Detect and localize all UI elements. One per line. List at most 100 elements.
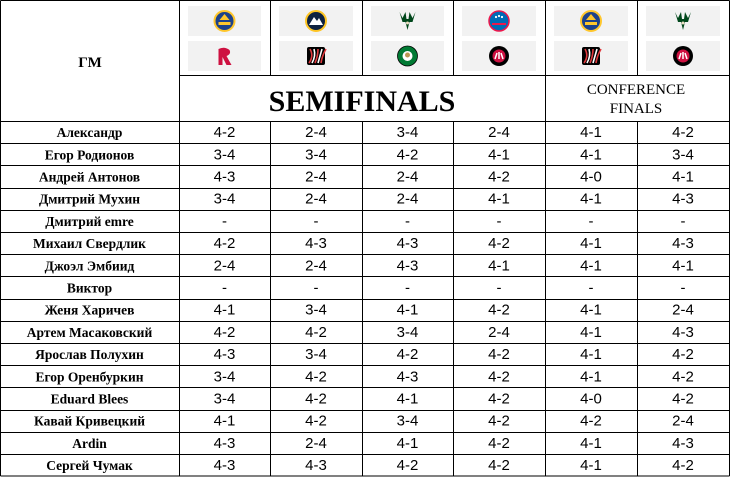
series-pick: 4-2 [305,413,327,430]
series-pick: 4-2 [305,324,327,341]
series-pick: 4-1 [580,457,602,474]
series-pick: 3-4 [305,346,327,363]
gm-name: Ярослав Полухин [35,347,144,362]
series-pick: 4-1 [580,435,602,452]
series-pick: - [497,213,502,230]
gm-name: Eduard Blees [51,392,129,407]
series-pick: - [589,213,594,230]
series-pick: 4-3 [672,324,694,341]
series-pick: - [222,213,227,230]
series-pick: 4-2 [488,413,510,430]
gm-name: Михаил Свердлик [33,236,146,251]
series-pick: 4-1 [580,235,602,252]
table-row: Женя Харичев 4-1 3-4 4-1 4-2 4-1 2-4 [45,302,694,319]
matchup-top-team-icon [488,10,510,32]
series-pick: 2-4 [397,169,419,186]
series-pick: 4-0 [580,169,602,186]
series-pick: 4-3 [397,368,419,385]
gm-column-header: ГМ [78,55,102,71]
matchup-logos [188,6,720,71]
series-pick: 4-2 [488,457,510,474]
series-pick: 3-4 [305,146,327,163]
gm-name: Кавай Кривецкий [34,414,145,429]
table-row: Андрей Антонов 4-3 2-4 2-4 4-2 4-0 4-1 [39,169,694,186]
series-pick: 4-2 [488,346,510,363]
series-pick: 4-2 [305,368,327,385]
gm-name: Артем Масаковский [27,325,153,340]
conference-finals-header-line2: FINALS [610,101,663,117]
gm-name: Ardin [72,436,107,451]
series-pick: - [222,280,227,297]
series-pick: 3-4 [305,302,327,319]
series-pick: 4-2 [397,346,419,363]
series-pick: 4-2 [488,169,510,186]
series-pick: 4-1 [488,257,510,274]
series-pick: 2-4 [488,124,510,141]
series-pick: 4-3 [305,235,327,252]
series-pick: 4-1 [488,191,510,208]
series-pick: 4-2 [214,324,236,341]
series-pick: 4-1 [214,413,236,430]
series-pick: 4-1 [397,435,419,452]
series-pick: 4-3 [672,191,694,208]
series-pick: 2-4 [305,124,327,141]
series-pick: 4-1 [580,346,602,363]
matchup-top-team-icon [305,10,327,32]
series-pick: 4-2 [397,457,419,474]
series-pick: 2-4 [488,324,510,341]
matchup-bottom-team-icon [582,47,602,65]
series-pick: 4-2 [305,391,327,408]
series-pick: 4-2 [488,368,510,385]
series-pick: 4-3 [305,457,327,474]
series-pick: 4-1 [580,257,602,274]
series-pick: 3-4 [214,391,236,408]
table-body: Александр 4-2 2-4 3-4 2-4 4-1 4-2 Егор Родионов… [27,124,694,474]
series-pick: 4-1 [397,391,419,408]
series-pick: 3-4 [672,146,694,163]
series-pick: 2-4 [672,413,694,430]
table-row: Джоэл Эмбиид 2-4 2-4 4-3 4-1 4-1 4-1 [45,257,694,274]
gm-name: Джоэл Эмбиид [45,258,135,273]
series-pick: 4-2 [214,235,236,252]
table-row: Артем Масаковский 4-2 4-2 3-4 2-4 4-1 4-3 [27,324,694,341]
series-pick: 4-3 [672,235,694,252]
series-pick: 4-1 [580,368,602,385]
table-row: Ярослав Полухин 4-3 3-4 4-2 4-2 4-1 4-2 [35,346,694,363]
series-pick: 3-4 [214,146,236,163]
table-row: Михаил Свердлик 4-2 4-3 4-3 4-2 4-1 4-3 [33,235,694,252]
series-pick: 4-2 [488,391,510,408]
series-pick: - [314,280,319,297]
series-pick: 3-4 [397,413,419,430]
series-pick: 4-3 [214,457,236,474]
series-pick: 4-1 [397,302,419,319]
series-pick: - [405,280,410,297]
series-pick: 4-1 [580,324,602,341]
series-pick: 4-2 [672,457,694,474]
table-row: Eduard Blees 3-4 4-2 4-1 4-2 4-0 4-2 [51,391,694,408]
gm-name: Виктор [67,281,112,296]
series-pick: 3-4 [397,124,419,141]
matchup-bottom-team-icon [218,47,232,65]
table-row: Егор Родионов 3-4 3-4 4-2 4-1 4-1 3-4 [45,146,694,163]
series-pick: 2-4 [305,191,327,208]
semifinals-header: SEMIFINALS [269,85,456,118]
series-pick: 2-4 [305,169,327,186]
table-header: ГМ SEMIFINALS CONFERENCE FINALS [78,55,685,118]
table-row: Александр 4-2 2-4 3-4 2-4 4-1 4-2 [57,124,694,141]
series-pick: 4-2 [488,302,510,319]
matchup-bottom-team-icon [307,47,327,65]
gm-name: Егор Оренбуркин [35,369,143,384]
series-pick: - [589,280,594,297]
series-pick: 4-2 [672,124,694,141]
series-pick: 4-2 [672,368,694,385]
gm-name: Сергей Чумак [46,458,133,473]
series-pick: 3-4 [214,368,236,385]
series-pick: 2-4 [305,257,327,274]
series-pick: 4-1 [488,146,510,163]
series-pick: 3-4 [214,191,236,208]
series-pick: 4-1 [580,146,602,163]
gm-name: Дмитрий emre [45,214,133,229]
matchup-top-team-icon [399,12,416,30]
series-pick: 2-4 [305,435,327,452]
